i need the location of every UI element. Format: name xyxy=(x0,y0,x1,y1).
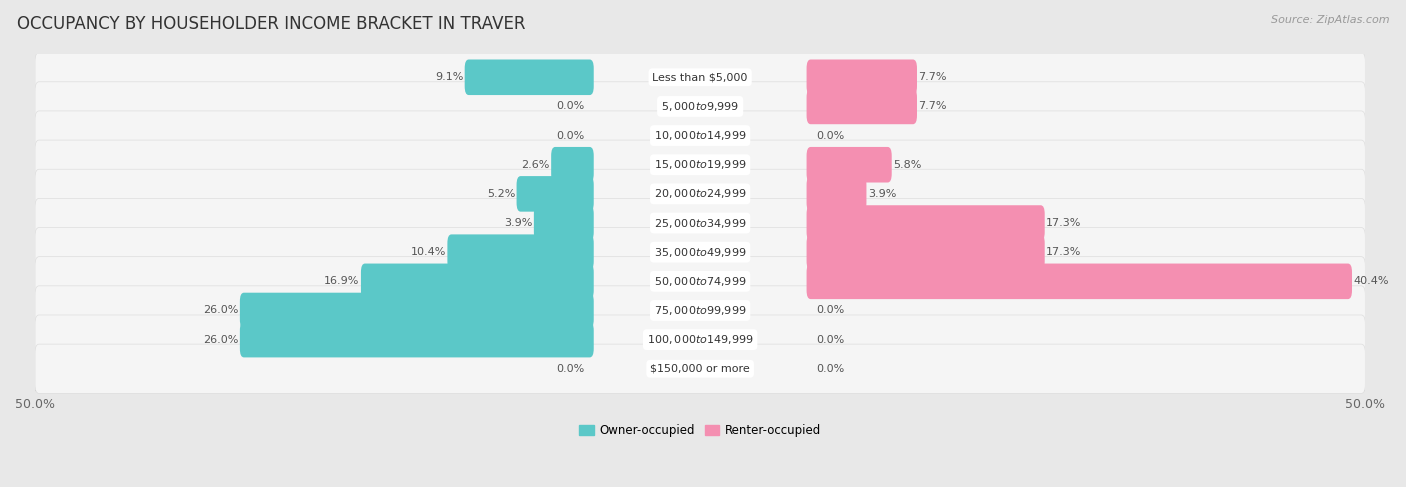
FancyBboxPatch shape xyxy=(807,263,1353,299)
Text: 0.0%: 0.0% xyxy=(557,101,585,112)
FancyBboxPatch shape xyxy=(447,234,593,270)
FancyBboxPatch shape xyxy=(361,263,593,299)
Text: 0.0%: 0.0% xyxy=(815,364,844,374)
Text: $35,000 to $49,999: $35,000 to $49,999 xyxy=(654,245,747,259)
FancyBboxPatch shape xyxy=(35,344,1365,393)
Text: 9.1%: 9.1% xyxy=(434,72,464,82)
Text: OCCUPANCY BY HOUSEHOLDER INCOME BRACKET IN TRAVER: OCCUPANCY BY HOUSEHOLDER INCOME BRACKET … xyxy=(17,15,526,33)
Text: Less than $5,000: Less than $5,000 xyxy=(652,72,748,82)
FancyBboxPatch shape xyxy=(807,147,891,183)
Text: 0.0%: 0.0% xyxy=(815,305,844,316)
FancyBboxPatch shape xyxy=(35,198,1365,248)
Text: $75,000 to $99,999: $75,000 to $99,999 xyxy=(654,304,747,317)
Text: $50,000 to $74,999: $50,000 to $74,999 xyxy=(654,275,747,288)
Text: 7.7%: 7.7% xyxy=(918,72,946,82)
Text: 17.3%: 17.3% xyxy=(1046,218,1081,228)
Text: 0.0%: 0.0% xyxy=(815,131,844,141)
Text: $150,000 or more: $150,000 or more xyxy=(651,364,749,374)
Text: 3.9%: 3.9% xyxy=(868,189,896,199)
FancyBboxPatch shape xyxy=(551,147,593,183)
Text: 17.3%: 17.3% xyxy=(1046,247,1081,257)
FancyBboxPatch shape xyxy=(35,53,1365,102)
FancyBboxPatch shape xyxy=(807,205,1045,241)
FancyBboxPatch shape xyxy=(534,205,593,241)
Text: $15,000 to $19,999: $15,000 to $19,999 xyxy=(654,158,747,171)
Text: 0.0%: 0.0% xyxy=(557,131,585,141)
FancyBboxPatch shape xyxy=(465,59,593,95)
FancyBboxPatch shape xyxy=(807,234,1045,270)
Text: 10.4%: 10.4% xyxy=(411,247,446,257)
FancyBboxPatch shape xyxy=(35,82,1365,131)
Text: 7.7%: 7.7% xyxy=(918,101,946,112)
Text: 16.9%: 16.9% xyxy=(325,276,360,286)
FancyBboxPatch shape xyxy=(807,59,917,95)
Text: 2.6%: 2.6% xyxy=(522,160,550,170)
Text: 5.2%: 5.2% xyxy=(486,189,515,199)
Text: 5.8%: 5.8% xyxy=(893,160,921,170)
FancyBboxPatch shape xyxy=(240,322,593,357)
FancyBboxPatch shape xyxy=(240,293,593,328)
Text: 26.0%: 26.0% xyxy=(202,335,239,345)
Text: $10,000 to $14,999: $10,000 to $14,999 xyxy=(654,129,747,142)
Legend: Owner-occupied, Renter-occupied: Owner-occupied, Renter-occupied xyxy=(575,419,825,442)
Text: 0.0%: 0.0% xyxy=(815,335,844,345)
Text: 3.9%: 3.9% xyxy=(505,218,533,228)
FancyBboxPatch shape xyxy=(35,169,1365,219)
FancyBboxPatch shape xyxy=(807,176,866,212)
FancyBboxPatch shape xyxy=(35,111,1365,160)
Text: $5,000 to $9,999: $5,000 to $9,999 xyxy=(661,100,740,113)
Text: 0.0%: 0.0% xyxy=(557,364,585,374)
Text: Source: ZipAtlas.com: Source: ZipAtlas.com xyxy=(1271,15,1389,25)
Text: 40.4%: 40.4% xyxy=(1354,276,1389,286)
Text: $100,000 to $149,999: $100,000 to $149,999 xyxy=(647,333,754,346)
FancyBboxPatch shape xyxy=(516,176,593,212)
FancyBboxPatch shape xyxy=(35,227,1365,277)
FancyBboxPatch shape xyxy=(35,315,1365,364)
FancyBboxPatch shape xyxy=(35,286,1365,335)
Text: $20,000 to $24,999: $20,000 to $24,999 xyxy=(654,187,747,200)
Text: 26.0%: 26.0% xyxy=(202,305,239,316)
FancyBboxPatch shape xyxy=(807,89,917,124)
Text: $25,000 to $34,999: $25,000 to $34,999 xyxy=(654,217,747,229)
FancyBboxPatch shape xyxy=(35,140,1365,189)
FancyBboxPatch shape xyxy=(35,257,1365,306)
